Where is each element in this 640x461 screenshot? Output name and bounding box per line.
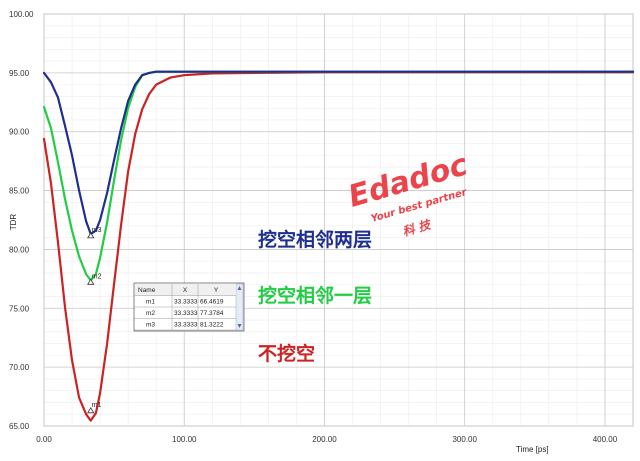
axis-layer: 65.00 70.00 75.00 80.00 85.00 90.00 95.00 100.0… [9,10,618,454]
x-tick-label: 200.00 [312,435,337,444]
y-tick-label: 70.00 [9,363,30,372]
y-tick-label: 90.00 [9,128,30,137]
table-header-2: Y [214,287,219,294]
series-line-1 [42,70,635,235]
y-tick-label: 80.00 [9,245,30,254]
marker-triangle-m3 [87,232,95,239]
marker-layer: m1 m2 m3 [87,227,102,414]
scroll-up-icon [237,286,242,290]
table-cell: 77.3784 [200,310,224,317]
y-axis-title: TDR [9,214,18,231]
table-header-0: Name [138,287,156,294]
series-layer [42,70,635,422]
table-cell: 33.3333 [174,299,198,306]
y-tick-label: 100.00 [9,10,34,19]
series-line-3 [42,71,635,422]
table-cell: 33.3333 [174,310,198,317]
table-cell: m1 [146,299,155,306]
x-tick-label: 0.00 [36,435,52,444]
table-cell: 81.3222 [200,322,224,329]
marker-label-m1: m1 [92,402,102,409]
marker-label-m2: m2 [92,273,102,280]
y-tick-label: 85.00 [9,187,30,196]
y-tick-label: 65.00 [9,422,30,431]
table-cell: 33.3333 [174,322,198,329]
marker-label-m3: m3 [92,227,102,234]
annotation-label: 不挖空 [258,342,315,365]
table-header-1: X [183,287,188,294]
x-axis-title: Time [ps] [516,445,549,454]
marker-triangle-m2 [87,278,95,285]
scroll-down-icon [237,324,242,328]
table-scrollbar [235,283,244,331]
table-cell: m3 [146,322,155,329]
x-tick-label: 300.00 [452,435,477,444]
x-tick-label: 100.00 [172,435,197,444]
annotation-label: 挖空相邻一层 [258,284,372,307]
y-tick-label: 75.00 [9,304,30,313]
table-cell: m2 [146,310,155,317]
grid-layer [43,13,634,427]
plot-area [43,13,634,427]
table-header-bg [135,284,236,296]
x-tick-label: 400.00 [593,435,618,444]
annotation-label: 挖空相邻两层 [258,228,372,251]
marker-triangle-m1 [87,407,95,414]
table-cell: 66.4619 [200,299,224,306]
y-tick-label: 95.00 [9,69,30,78]
